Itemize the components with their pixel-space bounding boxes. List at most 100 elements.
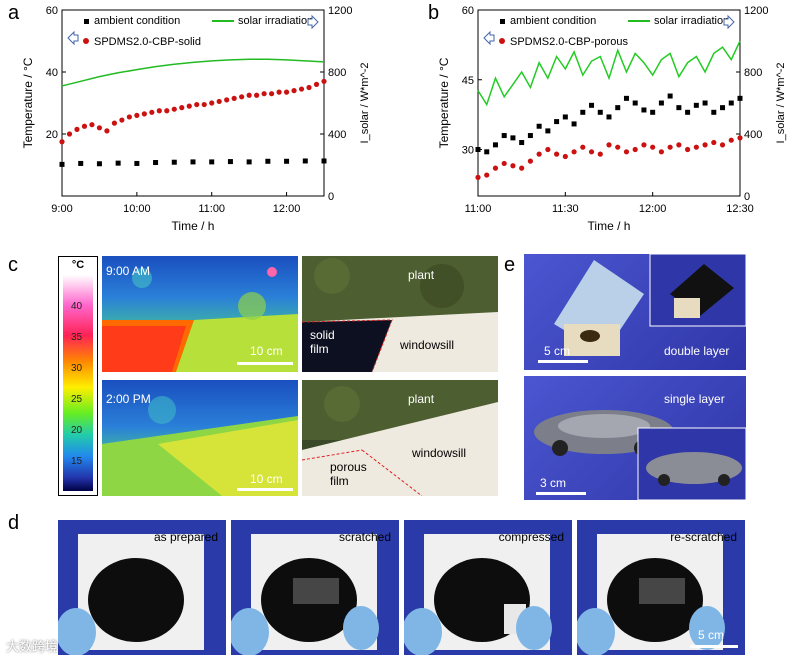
data-point-sample bbox=[74, 126, 80, 132]
y-tick-label-left: 45 bbox=[462, 75, 474, 87]
thermal-top-time: 9:00 AM bbox=[106, 264, 151, 278]
photo-bottom-film: porous film bbox=[330, 460, 367, 488]
data-point-sample bbox=[313, 81, 320, 87]
data-point-sample bbox=[216, 98, 222, 105]
x-tick-label: 11:00 bbox=[198, 203, 225, 215]
y-tick-label-left: 60 bbox=[462, 5, 474, 17]
data-point-ambient bbox=[658, 100, 664, 106]
data-point-ambient bbox=[562, 114, 568, 120]
data-point-ambient bbox=[115, 160, 121, 166]
data-point-ambient bbox=[501, 133, 507, 139]
data-point-sample bbox=[702, 142, 708, 148]
data-point-sample bbox=[632, 146, 638, 153]
data-point-ambient bbox=[265, 158, 271, 164]
data-point-sample bbox=[562, 153, 568, 160]
legend-ambient: ambient condition bbox=[94, 15, 180, 27]
glove-left bbox=[404, 608, 442, 655]
panel-letter-c: c bbox=[8, 254, 18, 276]
data-point-sample bbox=[298, 86, 305, 92]
data-point-ambient bbox=[597, 109, 603, 115]
data-point-sample bbox=[475, 174, 481, 180]
data-point-ambient bbox=[519, 140, 525, 146]
coating-patch bbox=[88, 558, 184, 642]
data-point-sample bbox=[254, 92, 260, 98]
data-point-sample bbox=[676, 142, 682, 148]
thermal-top-scale: 10 cm bbox=[250, 344, 283, 358]
data-point-sample bbox=[149, 109, 155, 115]
legend-marker-ambient bbox=[500, 19, 505, 24]
data-point-ambient bbox=[134, 160, 140, 166]
data-point-ambient bbox=[484, 149, 490, 155]
panel-letter-e: e bbox=[504, 254, 516, 276]
left-arrow-icon bbox=[67, 30, 79, 46]
scale-bar bbox=[237, 488, 293, 491]
x-tick-label: 10:00 bbox=[123, 203, 151, 215]
data-point-sample bbox=[623, 149, 630, 155]
data-point-sample bbox=[186, 103, 192, 109]
y-tick-label-right: 400 bbox=[328, 129, 346, 141]
data-point-sample bbox=[209, 100, 215, 106]
photo-d-2: scratched bbox=[231, 520, 399, 655]
data-point-sample bbox=[283, 89, 290, 95]
data-point-sample bbox=[306, 84, 312, 91]
photo-bottom: plant porous film windowsill bbox=[302, 380, 498, 496]
legend-solar: solar irradiation bbox=[654, 15, 729, 27]
data-point-sample bbox=[650, 144, 656, 150]
data-point-ambient bbox=[685, 109, 691, 115]
photo-d-caption: scratched bbox=[338, 530, 391, 544]
y-tick-label-left: 60 bbox=[46, 5, 58, 17]
data-point-ambient bbox=[545, 128, 551, 134]
data-point-sample bbox=[606, 142, 612, 148]
data-point-sample bbox=[536, 151, 542, 157]
x-tick-label: 12:00 bbox=[639, 203, 667, 215]
data-point-sample bbox=[641, 142, 647, 148]
x-tick-label: 12:30 bbox=[726, 203, 754, 215]
scratched-area bbox=[293, 578, 339, 604]
photo-d-4: re-scratched bbox=[577, 520, 745, 655]
data-point-sample bbox=[667, 144, 673, 150]
data-point-sample bbox=[111, 120, 117, 126]
y-axis-label-right: I_solar / W*m^-2 bbox=[359, 63, 371, 144]
photo-top-plant: plant bbox=[408, 268, 435, 282]
legend-marker-sample bbox=[499, 38, 505, 44]
data-point-ambient bbox=[606, 114, 612, 120]
data-point-ambient bbox=[475, 147, 481, 152]
photo-top-sill: windowsill bbox=[400, 338, 455, 352]
legend-sample: SPDMS2.0-CBP-solid bbox=[94, 36, 201, 48]
data-point-sample bbox=[276, 89, 282, 95]
legend-marker-ambient bbox=[84, 19, 89, 24]
data-point-ambient bbox=[650, 109, 656, 115]
data-point-sample bbox=[201, 101, 207, 108]
photo-d-caption: compressed bbox=[498, 530, 564, 544]
thermal-bottom-time: 2:00 PM bbox=[106, 392, 151, 406]
data-point-ambient bbox=[246, 159, 252, 165]
scale-bar bbox=[237, 362, 293, 365]
data-point-sample bbox=[545, 146, 551, 153]
plot-frame bbox=[477, 9, 741, 197]
y-tick-label-left: 40 bbox=[46, 67, 58, 79]
x-axis-label: Time / h bbox=[172, 219, 215, 233]
colorbar-tick: 40 bbox=[71, 301, 83, 312]
data-point-sample bbox=[141, 111, 147, 117]
data-point-sample bbox=[89, 122, 95, 128]
colorbar-frame: °C 40 35 30 25 20 15 bbox=[58, 256, 98, 496]
data-point-ambient bbox=[96, 161, 102, 167]
data-point-ambient bbox=[536, 123, 542, 129]
photo-bottom-plant: plant bbox=[408, 392, 435, 406]
data-point-sample bbox=[171, 106, 177, 112]
left-arrow-icon bbox=[483, 30, 495, 46]
data-point-sample bbox=[291, 88, 297, 94]
data-point-ambient bbox=[153, 160, 159, 166]
data-point-sample bbox=[728, 137, 734, 143]
y-tick-label-right: 0 bbox=[328, 191, 334, 203]
data-point-ambient bbox=[227, 159, 233, 165]
glove-right bbox=[689, 606, 725, 650]
watermark: 大数跨境 bbox=[6, 639, 59, 654]
data-point-sample bbox=[615, 144, 621, 150]
photo-top: plant solid film windowsill bbox=[302, 256, 498, 372]
data-point-ambient bbox=[623, 95, 629, 101]
data-point-sample bbox=[59, 139, 65, 145]
y-tick-label-right: 1200 bbox=[328, 5, 352, 17]
thermal-bottom-scale: 10 cm bbox=[250, 472, 283, 486]
data-point-ambient bbox=[78, 160, 84, 166]
